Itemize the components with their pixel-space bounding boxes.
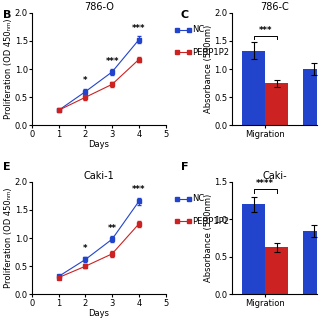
Text: *: *	[83, 244, 88, 253]
Text: PEBP1P2: PEBP1P2	[192, 217, 229, 226]
Text: B: B	[3, 10, 12, 20]
Bar	[265, 247, 288, 294]
Y-axis label: Proliferation (OD 450ₙₘ): Proliferation (OD 450ₙₘ)	[4, 188, 13, 288]
Text: ***: ***	[105, 57, 119, 66]
Title: Caki-: Caki-	[262, 171, 287, 181]
Text: F: F	[181, 162, 188, 172]
Bar	[265, 83, 288, 125]
X-axis label: Days: Days	[88, 309, 109, 318]
Bar	[303, 69, 320, 125]
Text: **: **	[108, 224, 116, 233]
Text: ***: ***	[259, 26, 272, 35]
Bar	[242, 204, 265, 294]
Bar	[303, 231, 320, 294]
Bar	[242, 51, 265, 125]
Text: NC: NC	[192, 25, 204, 34]
Title: Caki-1: Caki-1	[84, 171, 114, 181]
Text: ***: ***	[132, 185, 146, 194]
Title: 786-C: 786-C	[260, 2, 289, 12]
Text: *: *	[83, 76, 88, 85]
Text: ***: ***	[132, 24, 146, 33]
Y-axis label: Absorbance (590nm): Absorbance (590nm)	[204, 194, 213, 282]
Title: 786-O: 786-O	[84, 2, 114, 12]
Text: PEBP1P2: PEBP1P2	[192, 48, 229, 57]
Y-axis label: Absorbance (590nm): Absorbance (590nm)	[204, 25, 213, 113]
Y-axis label: Proliferation (OD 450ₙₘ): Proliferation (OD 450ₙₘ)	[4, 19, 13, 119]
Text: E: E	[3, 162, 11, 172]
Text: ****: ****	[256, 179, 274, 188]
X-axis label: Days: Days	[88, 140, 109, 149]
Text: NC: NC	[192, 194, 204, 203]
Text: C: C	[181, 10, 189, 20]
